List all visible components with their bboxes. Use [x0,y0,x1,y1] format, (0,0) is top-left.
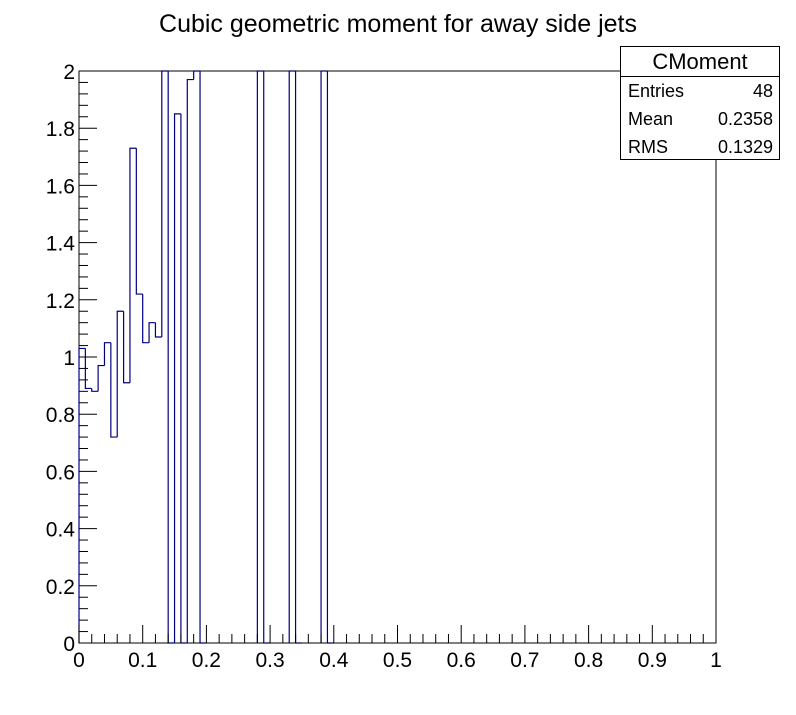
histogram-bin [320,70,328,643]
histogram-bin [263,71,271,644]
histogram-bin [135,148,143,295]
histogram-bin [78,347,86,643]
histogram-bin [103,342,111,366]
histogram-bin [199,71,207,644]
x-tick-label: 0 [73,649,85,672]
histogram-bin [167,71,175,644]
chart-title: Cubic geometric moment for away side jet… [159,10,637,38]
histogram-bin [294,71,302,644]
y-tick-label: 0.6 [46,461,75,484]
x-tick-label: 0.1 [128,649,157,672]
histogram-bin [161,70,169,337]
x-tick-label: 1 [710,649,722,672]
y-tick-label: 0.2 [46,576,75,599]
x-tick-label: 0.2 [192,649,221,672]
histogram-bin [288,70,296,643]
stats-box-title: CMoment [621,47,779,77]
y-tick-label: 1.8 [46,118,75,141]
x-tick-label: 0.3 [255,649,284,672]
x-tick-label: 0.5 [383,649,412,672]
histogram-bin [180,113,188,644]
histogram-bin [110,342,118,438]
histogram-bin [91,388,99,392]
y-tick-label: 1.4 [46,233,76,256]
stats-row-mean: Mean 0.2358 [621,105,779,133]
histogram-bin [129,147,137,383]
x-tick-label: 0.8 [574,649,603,672]
histogram-bin [173,113,181,643]
x-tick-label: 0.9 [638,649,667,672]
x-tick-label: 0.7 [510,649,539,672]
histogram-bin [97,364,105,392]
stats-row-rms: RMS 0.1329 [621,133,779,161]
y-tick-label: 0 [63,633,75,656]
y-tick-label: 1 [63,347,75,370]
stats-row-entries: Entries 48 [621,77,779,105]
mean-value: 0.2358 [717,109,773,129]
y-tick-label: 1.2 [46,290,75,313]
histogram-bin [122,311,130,384]
x-tick-label: 0.6 [447,649,476,672]
rms-label: RMS [628,137,668,157]
entries-label: Entries [628,81,685,101]
histogram-bin [256,70,264,643]
histogram-bin [326,71,334,644]
mean-label: Mean [628,109,674,129]
entries-value: 48 [752,81,773,101]
histogram-bin [116,310,124,438]
y-tick-label: 2 [63,61,75,84]
stats-box: CMoment Entries 48 Mean 0.2358 RMS 0.132… [620,46,780,160]
x-tick-label: 0.4 [319,649,349,672]
histogram-bin [193,70,201,80]
y-tick-label: 0.4 [46,519,76,542]
histogram-bin [186,78,194,643]
y-tick-label: 1.6 [46,175,75,198]
histogram-bin [154,322,162,338]
y-tick-label: 0.8 [46,404,75,427]
rms-value: 0.1329 [717,137,773,157]
histogram-bin [148,322,156,343]
histogram-bin [142,294,150,344]
histogram-bin [84,348,92,390]
